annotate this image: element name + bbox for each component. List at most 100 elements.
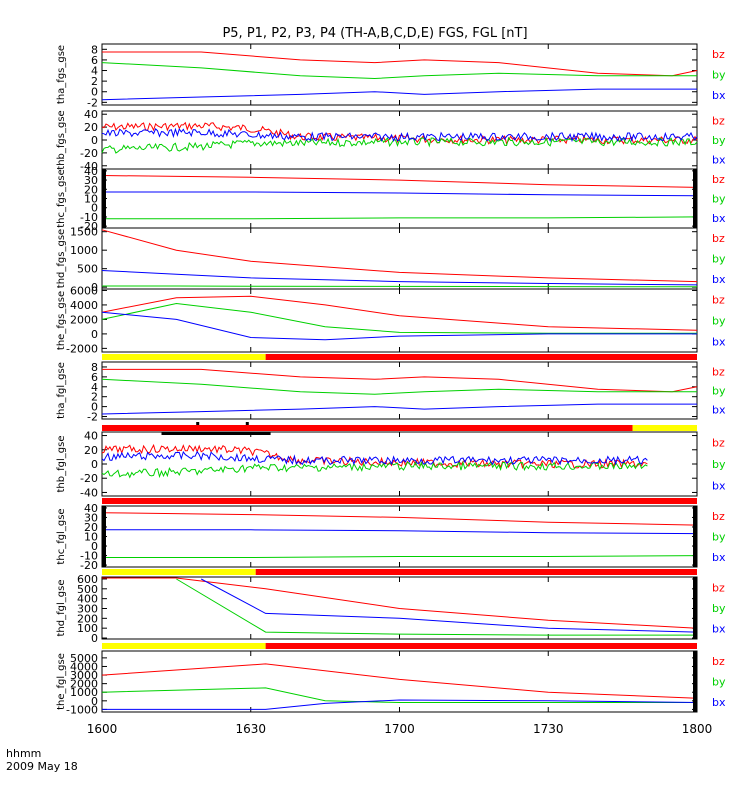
edge-bar — [693, 169, 697, 228]
legend-by: by — [712, 602, 726, 615]
y-axis-label: thb_fgs_gse — [56, 110, 67, 169]
y-tick-label: 20 — [84, 521, 98, 534]
y-tick-label: 40 — [84, 430, 98, 443]
edge-bar — [102, 169, 106, 228]
series-bz-line — [102, 368, 698, 393]
y-tick-label: 40 — [84, 165, 98, 178]
legend-bx: bx — [712, 551, 726, 564]
series-by-line — [102, 216, 698, 220]
legend-bx: bx — [712, 623, 726, 636]
y-tick-label: 6 — [91, 54, 98, 67]
series-by-line — [101, 460, 648, 479]
legend-bz: bz — [712, 655, 725, 668]
series-bz-line — [101, 663, 698, 699]
x-tick-label: 1730 — [533, 722, 564, 736]
series-by-line — [101, 302, 697, 334]
edge-bar — [693, 506, 697, 567]
legend-bz: bz — [712, 294, 725, 307]
legend-by: by — [712, 531, 726, 544]
y-axis-label: tha_fgl_gse — [56, 362, 67, 419]
y-tick-label: -10 — [80, 550, 98, 563]
legend-bx: bx — [712, 404, 726, 417]
y-tick-label: 400 — [77, 593, 98, 606]
status-bar-segment — [265, 643, 697, 649]
y-tick-label: 0 — [91, 202, 98, 215]
series-bz-line — [101, 443, 648, 470]
series-bx-line — [102, 699, 698, 710]
status-bar-segment — [102, 569, 256, 575]
y-tick-label: 0 — [91, 134, 98, 147]
legend-bz: bz — [712, 173, 725, 186]
y-tick-label: 8 — [91, 361, 98, 374]
legend-bz: bz — [712, 581, 725, 594]
x-tick-label: 1700 — [384, 722, 415, 736]
y-tick-label: 3000 — [70, 669, 98, 682]
series-bz-line — [101, 175, 698, 188]
series-by-line — [101, 62, 697, 80]
legend-by: by — [712, 69, 726, 82]
y-tick-label: 2000 — [70, 313, 98, 326]
y-tick-label: 0 — [91, 86, 98, 99]
legend-by: by — [712, 676, 726, 689]
y-axis-label: the_fgl_gse — [56, 653, 67, 710]
y-tick-label: 0 — [91, 401, 98, 414]
y-tick-label: 4000 — [70, 660, 98, 673]
series-bx-line — [101, 270, 698, 286]
y-tick-label: -20 — [80, 472, 98, 485]
y-axis-label: tha_fgs_gse — [56, 45, 67, 104]
series-bx-line — [102, 191, 698, 197]
y-axis-label: thd_fgs_gse — [56, 229, 67, 288]
y-tick-label: 30 — [84, 511, 98, 524]
panel-frame — [101, 431, 698, 497]
series-bz-line — [102, 51, 698, 77]
legend-bz: bz — [712, 437, 725, 450]
panel-frame — [101, 43, 698, 106]
y-tick-label: 4 — [91, 381, 98, 394]
y-tick-label: -2 — [87, 411, 98, 424]
series-by-line — [176, 578, 697, 636]
legend-by: by — [712, 315, 726, 328]
y-tick-label: 4000 — [70, 299, 98, 312]
status-bar-segment — [102, 643, 266, 649]
y-tick-label: -2000 — [66, 342, 98, 355]
status-bar-segment — [196, 422, 200, 425]
y-tick-label: 40 — [84, 108, 98, 121]
y-tick-label: 30 — [84, 174, 98, 187]
series-bx-line — [102, 529, 698, 535]
legend-bz: bz — [712, 510, 725, 523]
legend-by: by — [712, 193, 726, 206]
figure-title: P5, P1, P2, P3, P4 (TH-A,B,C,D,E) FGS, F… — [222, 26, 528, 41]
legend-bz: bz — [712, 115, 725, 128]
legend-bx: bx — [712, 89, 726, 102]
y-tick-label: 500 — [77, 583, 98, 596]
legend-bz: bz — [712, 48, 725, 61]
status-bar-segment — [255, 569, 698, 575]
y-tick-label: 0 — [91, 328, 98, 341]
legend-by: by — [712, 134, 726, 147]
y-tick-label: 2000 — [70, 678, 98, 691]
y-tick-label: 2 — [91, 391, 98, 404]
y-axis-label: thb_fgl_gse — [56, 436, 67, 493]
status-bar-segment — [632, 425, 697, 431]
y-tick-label: -2 — [87, 96, 98, 109]
y-tick-label: 0 — [91, 540, 98, 553]
y-tick-label: 6000 — [70, 284, 98, 297]
y-tick-label: 1000 — [70, 686, 98, 699]
y-tick-label: 0 — [91, 632, 98, 645]
y-tick-label: -20 — [80, 147, 98, 160]
y-tick-label: 0 — [91, 281, 98, 294]
y-tick-label: 100 — [77, 622, 98, 635]
legend-bx: bx — [712, 153, 726, 166]
legend-bz: bz — [712, 232, 725, 245]
series-bx-line — [200, 578, 698, 633]
x-tick-label: 1600 — [87, 722, 118, 736]
time-format-label: hhmm — [6, 747, 42, 760]
y-tick-label: -40 — [80, 160, 98, 173]
y-tick-label: 200 — [77, 612, 98, 625]
y-tick-label: 5000 — [70, 652, 98, 665]
series-bx-line — [101, 311, 697, 341]
status-bar-segment — [161, 432, 271, 435]
legend-by: by — [712, 458, 726, 471]
y-tick-label: -1000 — [66, 703, 98, 716]
